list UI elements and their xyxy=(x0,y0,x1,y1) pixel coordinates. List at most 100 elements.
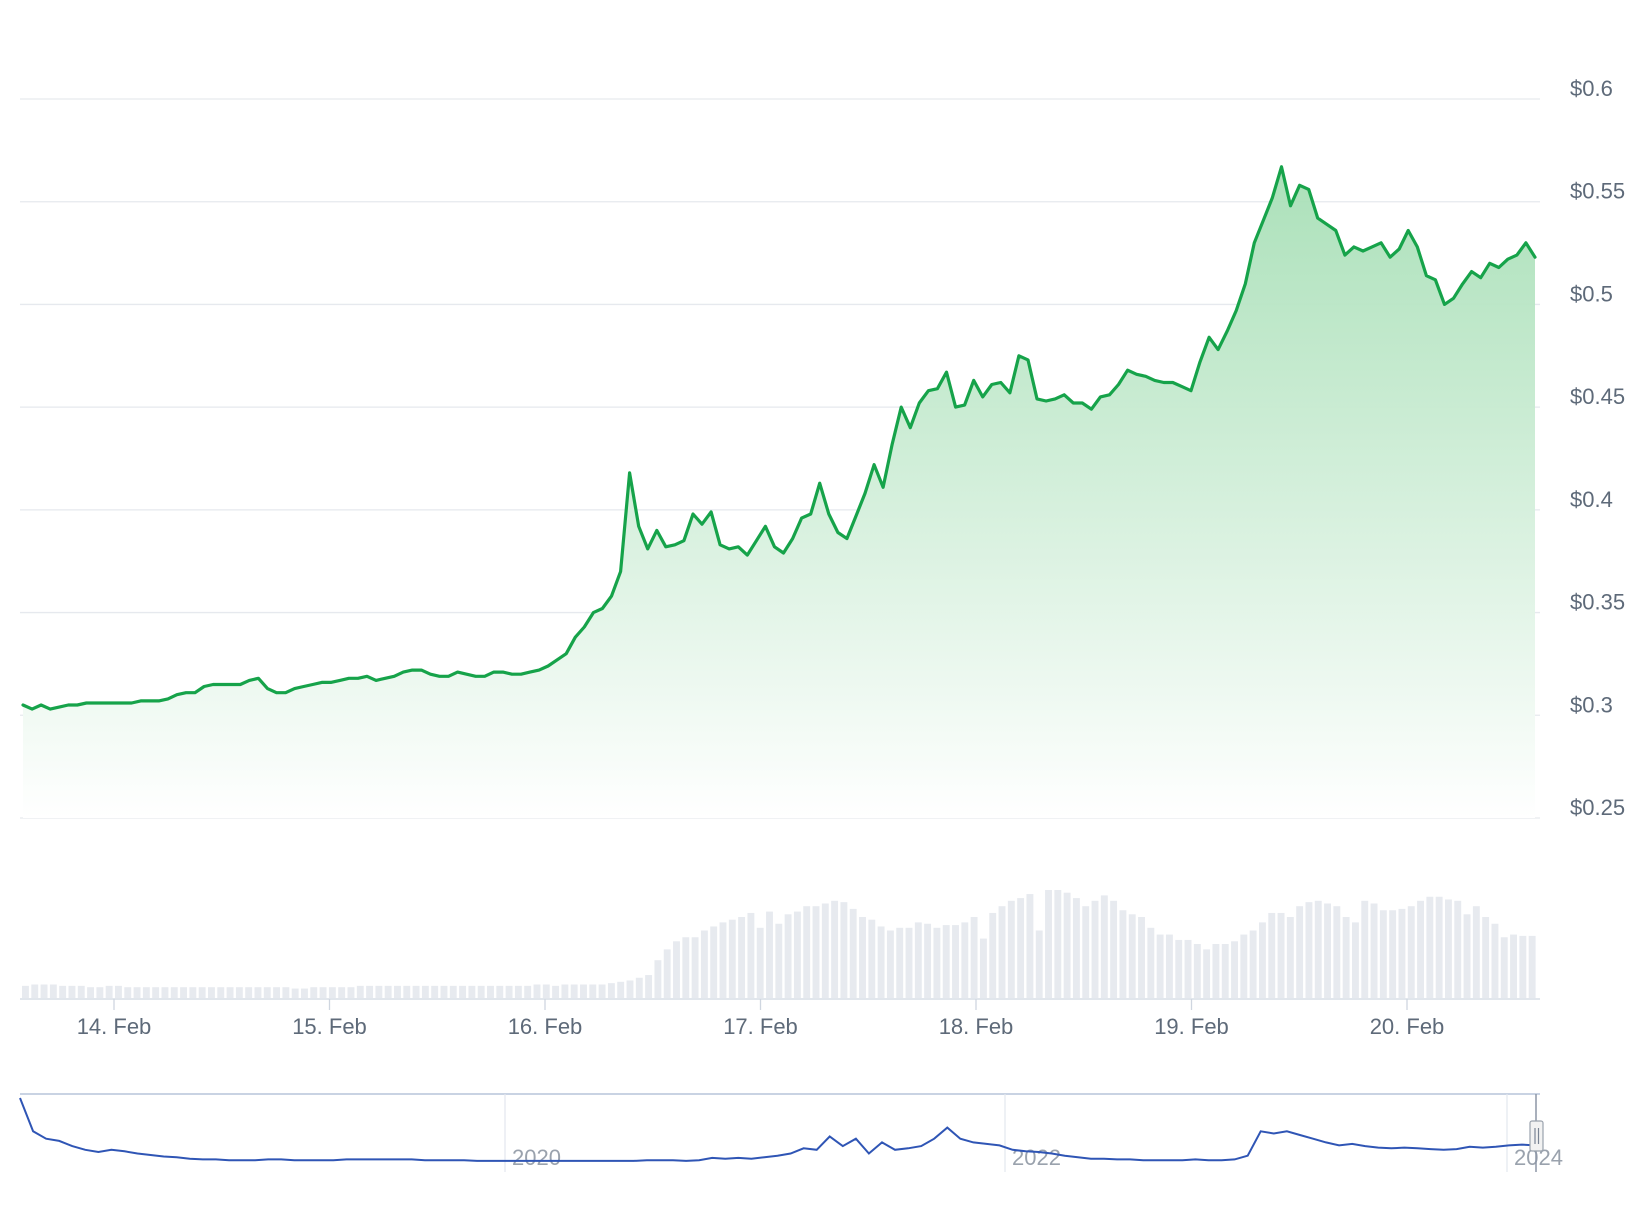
volume-bar xyxy=(1138,917,1145,998)
volume-bar xyxy=(449,985,457,998)
volume-bar xyxy=(1175,939,1183,998)
volume-bar xyxy=(96,987,104,998)
volume-bar xyxy=(989,912,997,998)
volume-bar xyxy=(1407,906,1415,998)
volume-bar xyxy=(766,911,773,998)
x-tick-label: 19. Feb xyxy=(1154,1014,1229,1039)
y-tick-label: $0.5 xyxy=(1570,281,1613,306)
volume-bar xyxy=(635,977,643,998)
y-tick-label: $0.25 xyxy=(1570,795,1625,820)
volume-bar xyxy=(1007,900,1015,998)
volume-bar xyxy=(859,917,866,998)
volume-bar xyxy=(440,985,448,998)
volume-bar xyxy=(403,985,411,998)
volume-bar xyxy=(1231,941,1238,998)
volume-bar xyxy=(812,906,820,998)
volume-bar xyxy=(208,987,215,998)
volume-bar xyxy=(1286,917,1294,998)
navigator-handle[interactable] xyxy=(1529,1120,1544,1152)
volume-bar xyxy=(338,987,346,998)
volume-bar xyxy=(821,903,829,998)
volume-bar xyxy=(1277,912,1285,998)
volume-bar xyxy=(924,923,932,998)
volume-bar xyxy=(979,938,987,998)
volume-bar xyxy=(1333,906,1341,998)
volume-bar xyxy=(1268,912,1276,998)
volume-bar xyxy=(394,985,401,998)
volume-bar xyxy=(747,912,755,998)
volume-bar xyxy=(87,987,95,998)
volume-bar xyxy=(719,922,727,998)
range-navigator[interactable]: 2020 2022 2024 xyxy=(19,1093,1563,1172)
x-tick-label: 16. Feb xyxy=(508,1014,583,1039)
volume-bar xyxy=(1026,894,1034,998)
volume-bar xyxy=(784,914,792,998)
navigator-year-label: 2022 xyxy=(1012,1145,1061,1170)
volume-bar xyxy=(589,984,597,998)
volume-bar xyxy=(384,985,392,998)
volume-bar xyxy=(1342,917,1350,998)
volume-bar xyxy=(1110,900,1118,998)
navigator-year-label: 2020 xyxy=(512,1145,561,1170)
volume-bar xyxy=(942,925,950,998)
volume-bar xyxy=(933,927,941,998)
price-area-fill xyxy=(23,166,1535,819)
volume-bar xyxy=(1491,923,1499,998)
volume-bar xyxy=(868,919,876,998)
volume-bar xyxy=(22,985,29,998)
volume-bar xyxy=(1500,937,1508,998)
price-line xyxy=(21,165,1537,711)
volume-bar xyxy=(291,988,299,998)
volume-bar xyxy=(1240,934,1248,998)
volume-bar xyxy=(905,927,913,998)
volume-bar xyxy=(1463,914,1471,998)
volume-bar xyxy=(542,984,550,998)
volume-bar xyxy=(254,987,262,998)
volume-bar xyxy=(49,984,57,998)
x-tick-label: 17. Feb xyxy=(723,1014,798,1039)
volume-bar xyxy=(682,937,690,998)
x-tick-label: 20. Feb xyxy=(1370,1014,1445,1039)
volume-bar xyxy=(1435,896,1443,998)
volume-bar xyxy=(124,987,132,998)
volume-bar xyxy=(366,985,374,998)
volume-bar xyxy=(1249,930,1257,998)
volume-bar xyxy=(756,927,764,998)
volume-bar xyxy=(1426,896,1434,998)
volume-bar xyxy=(570,984,578,998)
volume-bar xyxy=(105,985,113,998)
volume-bar xyxy=(1128,914,1136,998)
volume-bar xyxy=(142,987,150,998)
volume-bar xyxy=(477,985,485,998)
volume-bar xyxy=(561,984,569,998)
volume-bar xyxy=(1193,944,1201,998)
volume-bar xyxy=(217,987,225,998)
volume-bar xyxy=(1156,934,1164,998)
volume-bar xyxy=(328,987,336,998)
volume-bar xyxy=(1305,902,1313,998)
volume-bar xyxy=(161,987,169,998)
volume-bar xyxy=(552,985,560,998)
volume-bar xyxy=(1528,935,1536,998)
volume-bar xyxy=(886,930,894,998)
x-tick-label: 14. Feb xyxy=(77,1014,152,1039)
volume-bar xyxy=(896,927,904,998)
volume-bar xyxy=(31,984,39,998)
volume-bar xyxy=(282,987,290,998)
volume-bar xyxy=(840,902,848,998)
volume-bar xyxy=(1314,900,1322,998)
volume-bar xyxy=(1100,895,1108,998)
volume-bar xyxy=(1203,949,1211,998)
volume-bar xyxy=(198,987,206,998)
volume-bar xyxy=(189,987,197,998)
volume-bar xyxy=(1370,903,1378,998)
volume-bar xyxy=(998,906,1006,998)
volume-bar xyxy=(1361,900,1369,998)
volume-bar xyxy=(970,917,978,998)
volume-bar xyxy=(1482,917,1490,998)
volume-bar xyxy=(598,984,606,998)
volume-bar xyxy=(1184,939,1192,998)
volume-bar xyxy=(1444,899,1452,998)
volume-bar xyxy=(496,985,504,998)
volume-bar xyxy=(580,984,587,998)
